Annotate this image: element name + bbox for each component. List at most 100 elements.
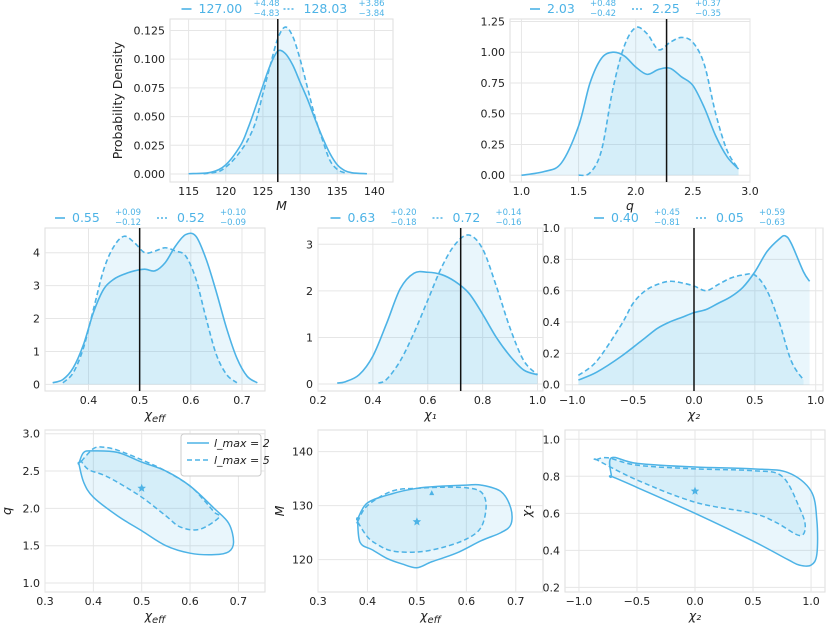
panel-c_q_chieff: 0.3 0.4 0.5 0.6 0.7 1.0 1.5 2.0 2.5 3.0 χeff q l_max…	[0, 428, 270, 624]
density-fill-lmax5	[203, 27, 345, 174]
solid-lower-error: −0.12	[115, 218, 141, 228]
y-axis-label: M	[272, 505, 287, 516]
plot-area	[317, 227, 544, 392]
x-tick-label: 0.3	[36, 595, 54, 608]
density-fill-lmax2	[578, 235, 810, 385]
truth-star	[137, 483, 146, 492]
y-axis-label: χ₁	[519, 505, 534, 518]
dashed-median: 2.25	[652, 1, 680, 16]
contour-line-lmax2	[608, 456, 819, 567]
x-axis-label: χ₂	[687, 407, 700, 422]
x-tick-label: 0.5	[131, 394, 149, 407]
density-curve-lmax2	[337, 270, 538, 384]
dashed-median: 128.03	[304, 1, 348, 16]
dashed-upper-error: +0.14	[496, 208, 522, 218]
y-tick-label: 3	[306, 238, 313, 251]
solid-upper-error: +4.48	[254, 0, 280, 9]
legend: l_max = 2 l_max = 5	[180, 433, 270, 477]
y-tick-label: 0.6	[543, 285, 561, 298]
solid-lower-error: −0.18	[391, 218, 417, 228]
density-curve-lmax2	[578, 234, 811, 381]
panel-p_chieff: 0.4 0.5 0.6 0.7 0 1 2 3 4 χeff 0.55 +0.09−0.12 0.52 +…	[33, 208, 266, 425]
summary-annotation: 127.00 +4.48−4.83 128.03 +3.86−3.84	[181, 0, 385, 19]
x-tick-label: 0.7	[507, 595, 525, 608]
density-curve-lmax2	[188, 49, 368, 175]
density-fill-lmax2	[521, 52, 739, 176]
x-tick-label: 1.0	[807, 394, 825, 407]
summary-annotation: 0.40 +0.45−0.81 0.05 +0.59−0.63	[594, 208, 785, 228]
y-tick-label: 4	[33, 247, 40, 260]
x-tick-label: −1.0	[566, 595, 593, 608]
summary-annotation: 0.63 +0.20−0.18 0.72 +0.14−0.16	[330, 208, 522, 228]
x-axis-label: χ₂	[688, 608, 701, 623]
plot-area	[44, 227, 266, 392]
density-curve-lmax5	[62, 235, 238, 384]
y-tick-label: 130	[292, 500, 313, 513]
x-axis-label: χeff	[419, 608, 443, 624]
dashed-lower-error: −0.09	[220, 218, 246, 228]
dashed-median: 0.05	[716, 210, 744, 225]
y-tick-label: 0.25	[481, 138, 506, 151]
density-curve-lmax2	[52, 232, 258, 384]
x-axis-label: χeff	[144, 407, 168, 425]
y-tick-label: 0.8	[543, 253, 561, 266]
solid-upper-error: +0.48	[590, 0, 616, 9]
x-tick-label: 0.6	[182, 394, 200, 407]
solid-lower-error: −0.81	[654, 218, 680, 228]
y-tick-label: 0.00	[481, 169, 506, 182]
density-fill-lmax5	[578, 27, 739, 176]
x-tick-label: 140	[364, 185, 385, 198]
dashed-lower-error: −0.35	[695, 9, 721, 19]
y-tick-label: 0.75	[481, 77, 506, 90]
y-tick-label: 1.5	[23, 540, 41, 553]
solid-median: 0.40	[611, 210, 639, 225]
legend-label: l_max = 2	[214, 437, 270, 450]
x-tick-label: 0.4	[80, 394, 98, 407]
y-tick-label: 1	[33, 345, 40, 358]
x-axis-label: q	[626, 198, 634, 213]
x-tick-label: 2.0	[627, 185, 645, 198]
x-tick-label: 0.3	[309, 595, 327, 608]
density-curve-lmax5	[577, 272, 805, 381]
dashed-lower-error: −0.63	[759, 218, 785, 228]
panel-p_q: 1.0 1.5 2.0 2.5 3.0 0.00 0.25 0.50 0.75 1.00 1.25 q…	[481, 0, 759, 213]
x-tick-label: 115	[178, 185, 199, 198]
y-tick-label: 0.2	[543, 581, 561, 594]
panel-c_M_chieff: 0.3 0.4 0.5 0.6 0.7 120 130 140 χeff M	[272, 429, 544, 624]
density-fill-lmax5	[378, 234, 538, 385]
contour-fill-lmax2	[78, 450, 234, 555]
solid-median: 2.03	[547, 1, 575, 16]
x-tick-label: 125	[252, 185, 273, 198]
x-axis-label: χeff	[144, 608, 168, 624]
x-tick-label: 1.5	[570, 185, 588, 198]
dashed-median: 0.52	[177, 210, 205, 225]
truth-star	[412, 517, 422, 526]
dashed-upper-error: +0.59	[759, 208, 785, 218]
solid-upper-error: +0.09	[115, 208, 141, 218]
x-tick-label: 0.7	[230, 595, 248, 608]
y-tick-label: 0	[306, 378, 313, 391]
y-tick-label: 0.025	[134, 139, 166, 152]
x-tick-label: 135	[327, 185, 348, 198]
solid-lower-error: −4.83	[254, 9, 280, 19]
y-tick-label: 0.050	[134, 111, 166, 124]
x-tick-label: 0.7	[233, 394, 251, 407]
y-tick-label: 0.6	[543, 507, 561, 520]
y-tick-label: 0.000	[134, 168, 166, 181]
x-tick-label: 0.2	[309, 394, 327, 407]
x-tick-label: 3.0	[741, 185, 759, 198]
y-tick-label: 1.0	[543, 433, 561, 446]
density-curve-lmax2	[521, 51, 740, 177]
solid-upper-error: +0.45	[654, 208, 680, 218]
y-tick-label: 3.0	[23, 428, 41, 441]
legend-label: l_max = 5	[214, 454, 270, 467]
contour-line-lmax5	[355, 486, 487, 554]
x-tick-label: 1.0	[802, 595, 820, 608]
x-axis-label: χ₁	[423, 407, 436, 422]
y-tick-label: 0.2	[543, 347, 561, 360]
plot-area	[509, 18, 751, 183]
legend-box	[180, 433, 262, 477]
y-tick-label: 0.8	[543, 470, 561, 483]
y-axis-label: Probability Density	[110, 41, 125, 159]
x-tick-label: −1.0	[559, 394, 586, 407]
